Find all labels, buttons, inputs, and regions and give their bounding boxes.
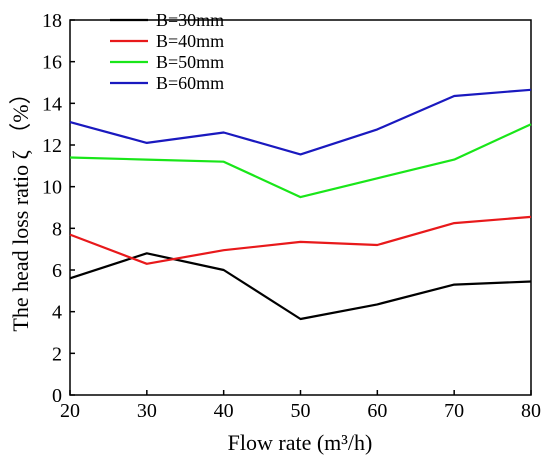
legend-label: B=40mm bbox=[156, 31, 224, 51]
y-tick-label: 12 bbox=[42, 135, 62, 157]
x-axis-title: Flow rate (m³/h) bbox=[228, 430, 373, 455]
plot-frame bbox=[69, 19, 532, 396]
y-tick-label: 0 bbox=[52, 385, 62, 407]
y-tick-label: 6 bbox=[52, 260, 62, 282]
series-layer bbox=[69, 88, 532, 321]
x-tick-label: 20 bbox=[60, 400, 80, 422]
legend-label: B=60mm bbox=[156, 73, 224, 93]
y-axis-title: The head loss ratio ζ （%） bbox=[8, 82, 33, 331]
y-tick-label: 2 bbox=[52, 343, 62, 365]
x-tick-label: 80 bbox=[521, 400, 541, 422]
x-tick-label: 30 bbox=[137, 400, 157, 422]
y-tick-label: 16 bbox=[42, 52, 62, 74]
series-line-b-30mm bbox=[69, 252, 532, 321]
series-line-b-50mm bbox=[69, 123, 532, 199]
y-tick-label: 8 bbox=[52, 218, 62, 240]
x-tick-label: 50 bbox=[291, 400, 311, 422]
x-tick-label: 60 bbox=[367, 400, 387, 422]
axes: 20 30 40 50 60 70 80 0 2 4 6 8 10 12 14 16 18 bbox=[42, 10, 541, 422]
x-tick-label: 40 bbox=[214, 400, 234, 422]
y-tick-label: 18 bbox=[42, 10, 62, 32]
y-tick-label: 10 bbox=[42, 177, 62, 199]
x-tick-label: 70 bbox=[444, 400, 464, 422]
series-line-b-60mm bbox=[69, 88, 532, 156]
y-tick-label: 14 bbox=[42, 93, 62, 115]
y-tick-label: 4 bbox=[52, 302, 62, 324]
series-line-b-40mm bbox=[69, 215, 532, 265]
legend-label: B=30mm bbox=[156, 10, 224, 30]
legend-label: B=50mm bbox=[156, 52, 224, 72]
